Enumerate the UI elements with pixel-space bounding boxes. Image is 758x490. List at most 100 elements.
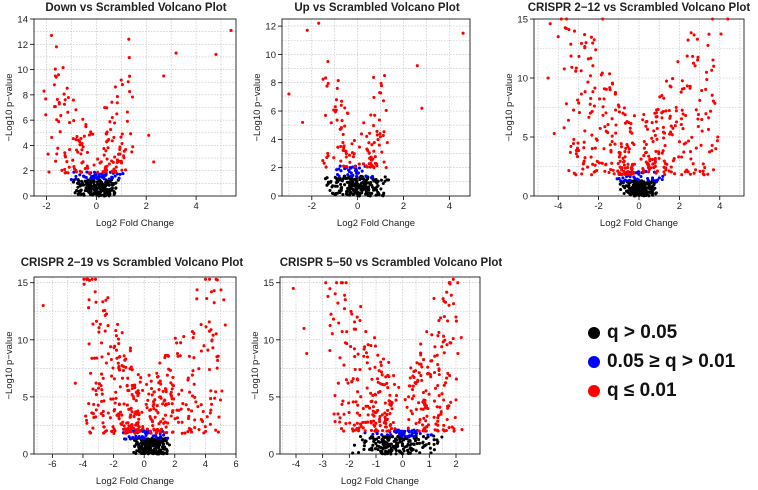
data-point — [364, 330, 368, 334]
data-point — [148, 451, 152, 455]
data-point — [190, 373, 194, 377]
data-point — [153, 415, 157, 419]
data-point — [370, 185, 374, 189]
data-point — [157, 452, 161, 456]
data-point — [450, 425, 454, 429]
data-point — [610, 117, 614, 121]
data-point — [699, 143, 703, 147]
data-point — [188, 390, 192, 394]
data-point — [328, 188, 332, 192]
data-point — [645, 127, 650, 131]
x-tick-label: -3 — [318, 459, 326, 470]
data-point — [358, 413, 362, 417]
data-point — [369, 399, 373, 404]
data-point — [623, 121, 627, 125]
data-point — [609, 167, 613, 172]
x-axis-label: Log2 Fold Change — [600, 218, 678, 229]
data-point — [600, 71, 604, 75]
data-point — [103, 313, 107, 317]
data-point — [373, 411, 377, 415]
data-point — [90, 356, 94, 360]
data-point — [96, 191, 100, 195]
data-point — [91, 180, 96, 185]
data-point — [417, 438, 421, 442]
data-point — [60, 168, 64, 172]
data-point — [637, 178, 641, 182]
data-point — [447, 303, 451, 307]
data-point — [126, 376, 130, 380]
data-point — [110, 170, 114, 174]
data-point — [344, 421, 348, 426]
data-point — [682, 142, 686, 146]
data-point — [420, 365, 424, 369]
data-point — [147, 392, 151, 396]
data-point — [87, 306, 91, 310]
data-point — [344, 281, 348, 285]
data-point — [81, 145, 85, 149]
data-point — [654, 149, 658, 153]
data-point — [613, 142, 617, 146]
data-point — [114, 396, 118, 400]
data-point — [356, 390, 360, 394]
data-point — [128, 415, 132, 419]
data-point — [128, 349, 132, 353]
data-point — [92, 356, 97, 360]
data-point — [93, 277, 98, 281]
data-point — [208, 411, 212, 415]
data-point — [152, 407, 156, 411]
data-point — [103, 105, 107, 110]
data-point — [112, 167, 116, 171]
data-point — [639, 157, 643, 161]
data-point — [209, 328, 213, 332]
data-point — [347, 401, 351, 405]
data-point — [359, 305, 363, 309]
data-point — [646, 170, 651, 174]
data-point — [437, 394, 441, 398]
data-point — [97, 194, 101, 198]
data-point — [209, 389, 213, 393]
data-point — [376, 408, 380, 412]
data-point — [193, 418, 197, 422]
data-point — [593, 86, 597, 90]
data-point — [114, 348, 119, 352]
data-point — [116, 337, 121, 341]
data-point — [122, 154, 126, 158]
data-point — [349, 345, 353, 349]
data-point — [356, 171, 360, 175]
data-point — [186, 429, 190, 434]
data-point — [78, 140, 82, 144]
data-point — [622, 191, 626, 196]
data-point — [342, 429, 346, 433]
data-point — [715, 139, 719, 143]
data-point — [133, 383, 137, 387]
data-point — [354, 327, 358, 331]
data-point — [81, 160, 85, 164]
data-point — [355, 186, 359, 190]
data-point — [378, 414, 382, 419]
data-point — [694, 146, 698, 150]
data-point — [611, 82, 615, 86]
data-point — [380, 373, 384, 377]
data-point — [349, 171, 353, 175]
data-point — [548, 22, 552, 26]
data-point — [646, 166, 650, 170]
data-point — [190, 430, 194, 434]
data-point — [385, 381, 389, 385]
data-point — [392, 382, 397, 386]
data-point — [137, 425, 141, 429]
data-point — [137, 434, 141, 439]
data-point — [127, 435, 131, 439]
y-tick-label: 4 — [271, 135, 276, 146]
data-point — [592, 38, 596, 42]
data-point — [137, 430, 141, 434]
data-point — [342, 164, 346, 168]
data-point — [202, 431, 206, 435]
data-point — [695, 37, 699, 41]
data-point — [347, 410, 351, 415]
y-tick-label: 10 — [17, 335, 28, 346]
data-point — [419, 374, 423, 378]
data-point — [726, 17, 730, 21]
y-tick-label: 2 — [271, 163, 276, 174]
data-point — [552, 131, 556, 136]
data-point — [425, 330, 429, 334]
